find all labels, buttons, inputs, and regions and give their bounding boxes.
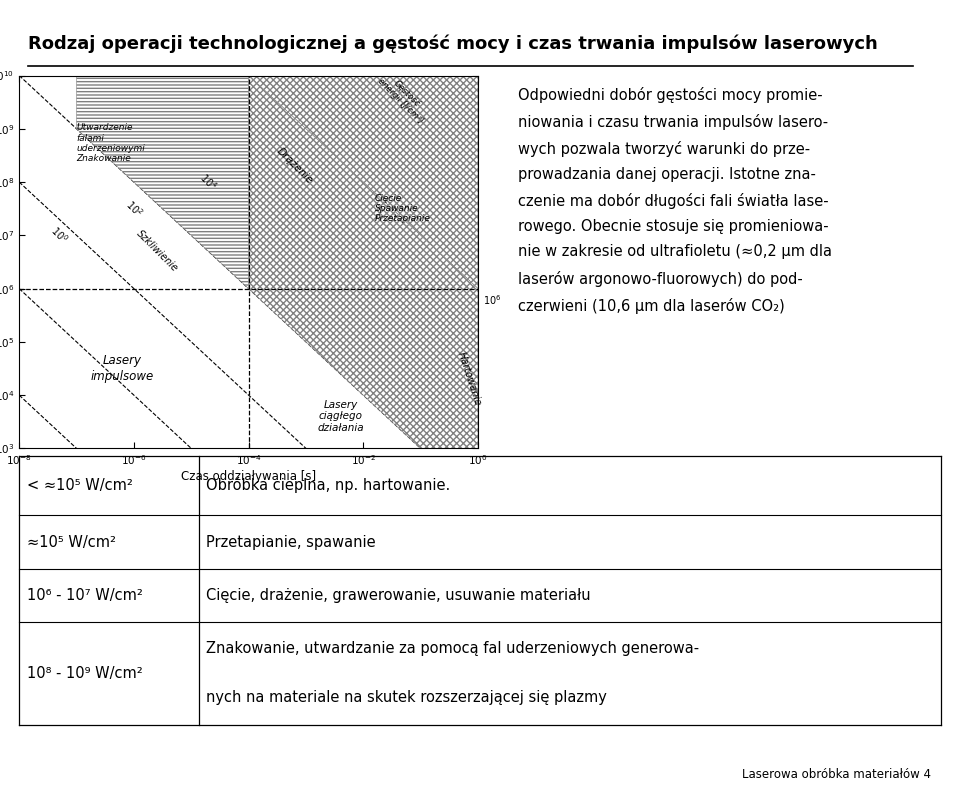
Text: Znakowanie, utwardzanie za pomocą fal uderzeniowych generowa-: Znakowanie, utwardzanie za pomocą fal ud… xyxy=(206,641,700,655)
Text: $10^{6}$: $10^{6}$ xyxy=(483,294,501,307)
Text: 10⁸ - 10⁹ W/cm²: 10⁸ - 10⁹ W/cm² xyxy=(27,666,142,681)
Text: Rodzaj operacji technologicznej a gęstość mocy i czas trwania impulsów laserowyc: Rodzaj operacji technologicznej a gęstoś… xyxy=(29,35,878,53)
Text: Drążenie: Drążenie xyxy=(275,146,315,186)
Text: $10^0$: $10^0$ xyxy=(48,223,71,246)
Polygon shape xyxy=(77,75,249,289)
Text: Obróbka cieplna, np. hartowanie.: Obróbka cieplna, np. hartowanie. xyxy=(206,477,450,494)
Polygon shape xyxy=(249,75,478,289)
Text: Szkliwienie: Szkliwienie xyxy=(134,228,180,274)
Text: nych na materiale na skutek rozszerzającej się plazmy: nych na materiale na skutek rozszerzając… xyxy=(206,690,607,705)
Text: Hartowanie: Hartowanie xyxy=(456,351,483,407)
Text: Lasery
ciągłego
działania: Lasery ciągłego działania xyxy=(317,400,364,433)
Polygon shape xyxy=(249,75,363,289)
Text: Gęstość
energii [J/cm²]: Gęstość energii [J/cm²] xyxy=(375,69,431,125)
Polygon shape xyxy=(249,75,478,448)
Text: Przetapianie, spawanie: Przetapianie, spawanie xyxy=(206,535,376,550)
Text: $10^{2}$: $10^{2}$ xyxy=(123,197,145,219)
Text: $10^{4}$: $10^{4}$ xyxy=(197,170,220,193)
Text: Odpowiedni dobór gęstości mocy promie-
niowania i czasu trwania impulsów lasero-: Odpowiedni dobór gęstości mocy promie- n… xyxy=(518,86,832,313)
Text: Cięcie
Spawanie
Przetapianie: Cięcie Spawanie Przetapianie xyxy=(374,194,431,223)
Text: ≈10⁵ W/cm²: ≈10⁵ W/cm² xyxy=(27,535,115,550)
Text: Laserowa obróbka materiałów 4: Laserowa obróbka materiałów 4 xyxy=(742,768,931,781)
Text: < ≈10⁵ W/cm²: < ≈10⁵ W/cm² xyxy=(27,478,132,493)
Text: Utwardzenie
falami
uderzeniowymi
Znakowanie: Utwardzenie falami uderzeniowymi Znakowa… xyxy=(77,123,145,162)
Text: Lasery
impulsowe: Lasery impulsowe xyxy=(91,354,154,383)
Text: 10⁶ - 10⁷ W/cm²: 10⁶ - 10⁷ W/cm² xyxy=(27,588,142,603)
X-axis label: Czas oddziaływania [s]: Czas oddziaływania [s] xyxy=(181,470,316,483)
Text: Cięcie, drażenie, grawerowanie, usuwanie materiału: Cięcie, drażenie, grawerowanie, usuwanie… xyxy=(206,588,591,603)
